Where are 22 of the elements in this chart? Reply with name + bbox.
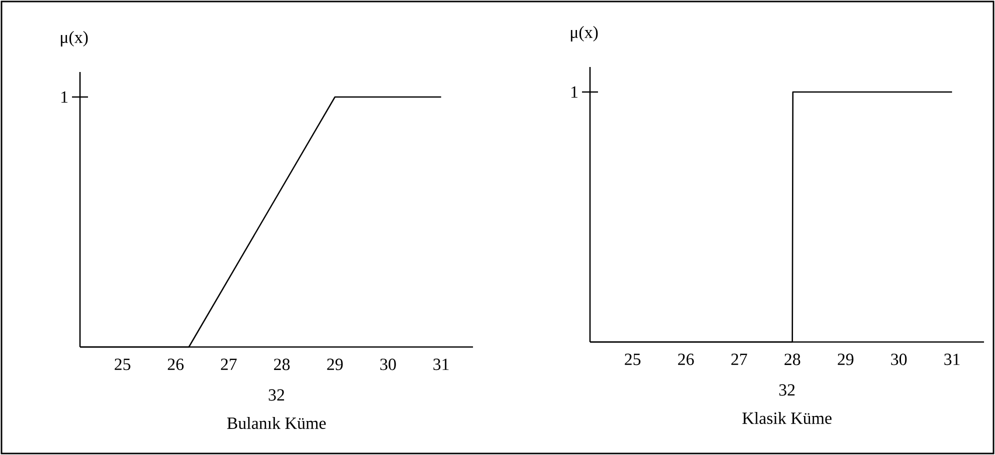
x-tick-label: 28 <box>784 354 800 366</box>
x-tick-label: 26 <box>168 358 184 370</box>
x-axis-title: Bulanık Küme <box>227 417 326 429</box>
x-tick-label: 25 <box>114 358 130 370</box>
x-tick-label: 29 <box>838 354 854 366</box>
y-axis-title: μ(x) <box>60 31 88 46</box>
x-tick-label: 30 <box>891 354 907 366</box>
text: 1 <box>571 86 578 98</box>
x-tick-label: 31 <box>944 354 960 366</box>
x-tick-label: 30 <box>380 358 396 370</box>
x-tick-label: 28 <box>274 358 290 370</box>
x-axis-title: Klasik Küme <box>742 412 832 424</box>
x-tick-label: 29 <box>327 358 343 370</box>
x-tick-label: 25 <box>624 354 640 366</box>
y-axis-title: μ(x) <box>570 26 598 42</box>
x-tick-label: 31 <box>433 358 449 370</box>
x-tick-label: 27 <box>731 354 748 365</box>
x-tick-label: 27 <box>220 358 237 370</box>
text: 32 <box>268 389 284 401</box>
text: 32 <box>779 384 795 396</box>
x-tick-label: 26 <box>678 354 694 366</box>
text: 1 <box>61 91 68 103</box>
